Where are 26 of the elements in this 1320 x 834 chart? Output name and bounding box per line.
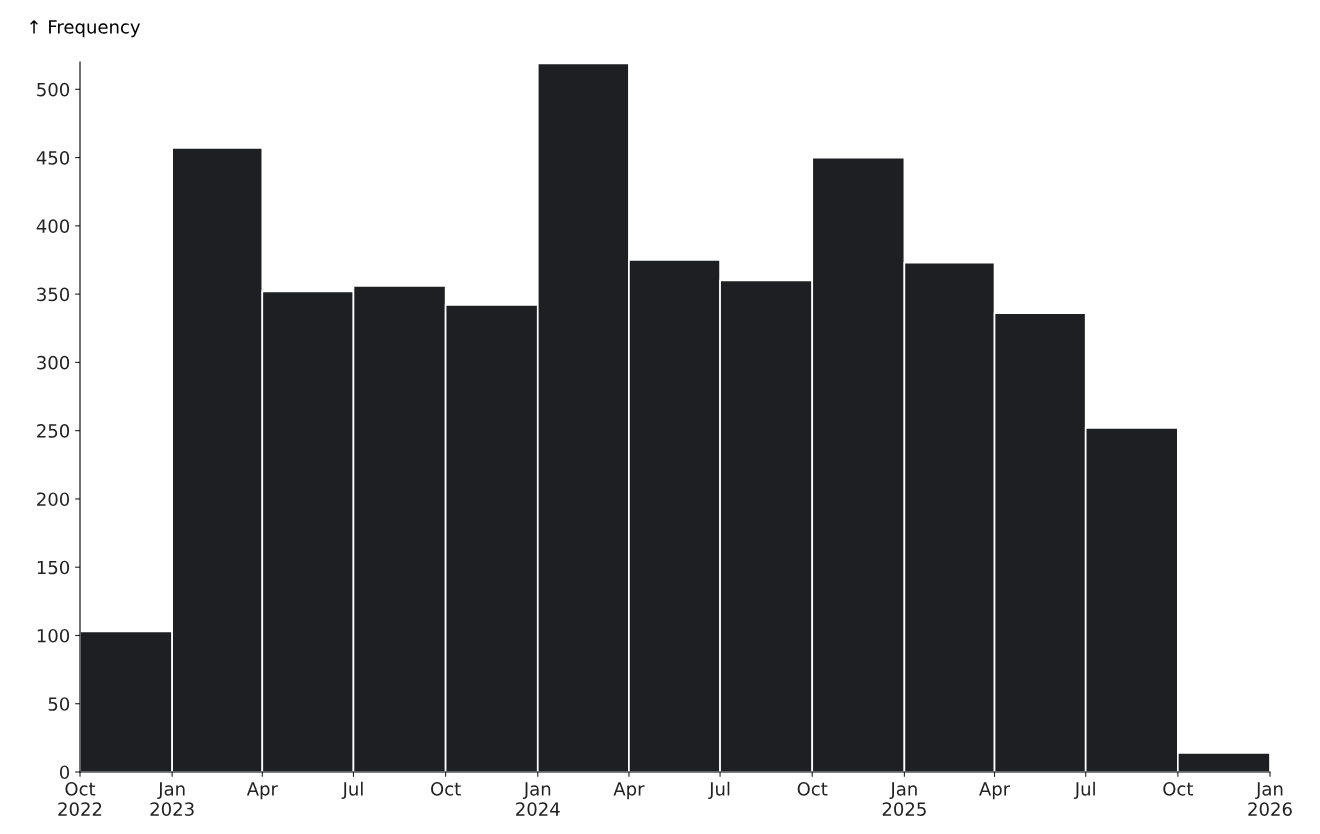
y-axis-title: ↑ Frequency: [30, 20, 141, 38]
x-tick-label: Jan 2024: [516, 782, 560, 816]
y-tick-label: 500: [37, 82, 70, 97]
x-tick-label: Apr: [613, 782, 645, 800]
y-tick-label: 250: [37, 424, 70, 438]
x-tick-label: Jul: [708, 781, 730, 800]
y-tick-label: 100: [37, 628, 70, 643]
x-tick-label: Apr: [979, 782, 1011, 800]
x-tick-label: Apr: [246, 782, 278, 800]
y-tick-label: 400: [36, 219, 70, 233]
x-tick-label: Jul: [341, 781, 363, 800]
y-tick-label: 150: [37, 560, 70, 575]
x-tick-label: Oct: [1163, 782, 1194, 796]
y-tick-label: 200: [37, 492, 70, 507]
x-tick-label: Jul: [1073, 781, 1095, 800]
y-tick-label: 300: [37, 355, 70, 370]
x-tick-label: Oct: [797, 782, 828, 796]
x-tick-label: Jan 2026: [1248, 782, 1292, 816]
x-tick-label: Oct: [431, 782, 461, 796]
y-tick-label: 350: [37, 287, 70, 302]
y-tick-label: 450: [36, 151, 70, 165]
y-tick-label: 0: [59, 765, 70, 780]
x-tick-label: Oct 2022: [58, 782, 102, 816]
x-tick-label: Jan 2023: [150, 782, 194, 816]
x-tick-label: Jan 2025: [882, 782, 926, 816]
y-tick-label: 50: [48, 697, 70, 711]
